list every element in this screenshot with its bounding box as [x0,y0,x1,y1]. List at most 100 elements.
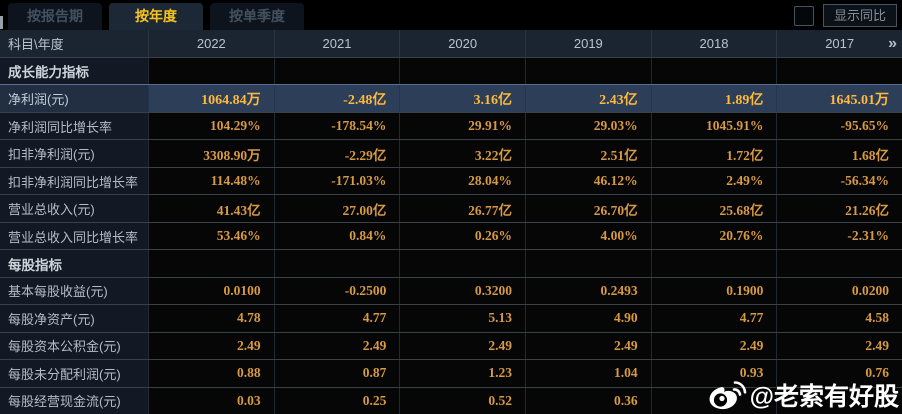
value-cell: 0.88 [148,360,274,387]
value-cell: 26.77亿 [399,195,525,222]
value-cell: 3.22亿 [399,140,525,167]
year-header-label: 2017 [825,36,855,51]
value-cell: 2.49 [524,332,651,360]
value-cell: 28.04% [399,167,525,195]
show-yoy-checkbox[interactable] [793,5,814,26]
value-cell [524,58,651,85]
value-cell: 0.84% [273,222,400,250]
row-label: 成长能力指标 [0,58,148,85]
table-row[interactable]: 每股净资产(元) 4.78 4.77 5.13 4.90 4.77 4.58 [0,304,902,332]
value-cell: 26.70亿 [524,195,651,222]
value-cell: 0.36 [524,387,651,414]
value-cell: 3.16亿 [399,85,525,112]
value-cell: 104.29% [148,112,274,140]
value-cell: 4.00% [524,222,651,250]
row-label: 营业总收入同比增长率 [0,222,148,250]
value-cell [776,387,902,414]
value-cell: 2.49 [399,332,525,360]
value-cell: 0.03 [148,387,274,414]
value-cell [148,250,274,277]
value-cell: 1645.01万 [776,85,902,112]
value-cell: 2.43亿 [524,85,651,112]
value-cell: 29.91% [399,112,525,140]
value-cell: 4.78 [148,305,274,332]
year-header-label: 2019 [573,36,603,51]
value-cell: -2.48亿 [273,85,400,112]
value-cell: 2.49 [273,332,400,360]
section-row: 成长能力指标 [0,57,902,85]
year-header-2019: 2019 [524,30,651,57]
row-label: 扣非净利润同比增长率 [0,167,148,195]
value-cell [776,58,902,85]
row-label: 营业总收入(元) [0,195,148,222]
tab-bar: 按报告期 按年度 按单季度 显示同比 [0,0,902,31]
table-row[interactable]: 基本每股收益(元) 0.0100 -0.2500 0.3200 0.2493 0.1900… [0,276,902,305]
value-cell: 2.49 [650,332,777,360]
table-row[interactable]: 净利润同比增长率 104.29% -178.54% 29.91% 29.03% 1045.… [0,111,902,140]
value-cell: 27.00亿 [273,195,400,222]
value-cell: 0.26% [399,222,525,250]
value-cell: 4.77 [273,305,400,332]
value-cell: 0.87 [273,360,400,387]
tab-bar-controls: 显示同比 [793,4,897,27]
table-row[interactable]: 每股资本公积金(元) 2.49 2.49 2.49 2.49 2.49 2.49 [0,331,902,360]
year-header-label: 2022 [196,36,226,51]
section-row: 每股指标 [0,249,902,277]
more-years-icon[interactable]: » [888,34,897,52]
value-cell: 29.03% [524,112,651,140]
value-cell: 0.2493 [524,277,651,305]
tab-by-year[interactable]: 按年度 [109,3,203,30]
value-cell [273,250,400,277]
value-cell: 0.93 [650,360,777,387]
value-cell [148,58,274,85]
value-cell: 0.0100 [148,277,274,305]
value-cell: 1.89亿 [650,85,777,112]
year-header-2017: 2017 » [776,30,902,57]
table-row[interactable]: 扣非净利润同比增长率 114.48% -171.03% 28.04% 46.12% 2.4… [0,166,902,195]
value-cell: 0.0200 [776,277,902,305]
value-cell [399,250,525,277]
table-row[interactable]: 每股未分配利润(元) 0.88 0.87 1.23 1.04 0.93 0.76 [0,359,902,387]
row-label: 每股经营现金流(元) [0,387,148,414]
value-cell [650,250,777,277]
table-header-row: 科目\年度 2022 2021 2020 2019 2018 2017 » [0,30,902,57]
value-cell: 46.12% [524,167,651,195]
tab-by-quarter[interactable]: 按单季度 [210,3,304,30]
value-cell: -2.29亿 [273,140,400,167]
row-label: 基本每股收益(元) [0,277,148,305]
tab-by-report-period[interactable]: 按报告期 [8,3,102,30]
value-cell: 4.58 [776,305,902,332]
value-cell: 2.51亿 [524,140,651,167]
value-cell: 0.3200 [399,277,525,305]
value-cell: 1.68亿 [776,140,902,167]
value-cell: 41.43亿 [148,195,274,222]
value-cell: 2.49 [148,332,274,360]
table-row[interactable]: 营业总收入(元) 41.43亿 27.00亿 26.77亿 26.70亿 25.68亿 21… [0,194,902,222]
value-cell: 5.13 [399,305,525,332]
value-cell: 3308.90万 [148,140,274,167]
value-cell: 2.49 [776,332,902,360]
value-cell: -95.65% [776,112,902,140]
table-row[interactable]: 净利润(元) 1064.84万 -2.48亿 3.16亿 2.43亿 1.89亿 1645.… [0,84,902,112]
value-cell: 114.48% [148,167,274,195]
value-cell: -178.54% [273,112,400,140]
value-cell: 4.77 [650,305,777,332]
value-cell: 1.23 [399,360,525,387]
value-cell: -56.34% [776,167,902,195]
value-cell [399,58,525,85]
value-cell: 25.68亿 [650,195,777,222]
value-cell: 0.25 [273,387,400,414]
value-cell: 20.76% [650,222,777,250]
value-cell: 53.46% [148,222,274,250]
value-cell: 1045.91% [650,112,777,140]
value-cell [650,387,777,414]
table-row[interactable]: 营业总收入同比增长率 53.46% 0.84% 0.26% 4.00% 20.76% -2.… [0,221,902,250]
year-header-label: 2020 [448,36,478,51]
table-row[interactable]: 扣非净利润(元) 3308.90万 -2.29亿 3.22亿 2.51亿 1.72亿 1.6… [0,139,902,167]
table-row[interactable]: 每股经营现金流(元) 0.03 0.25 0.52 0.36 [0,386,902,414]
left-edge-sliver [0,16,3,29]
show-yoy-label[interactable]: 显示同比 [822,4,897,27]
value-cell: 2.49% [650,167,777,195]
year-header-2022: 2022 [148,30,274,57]
